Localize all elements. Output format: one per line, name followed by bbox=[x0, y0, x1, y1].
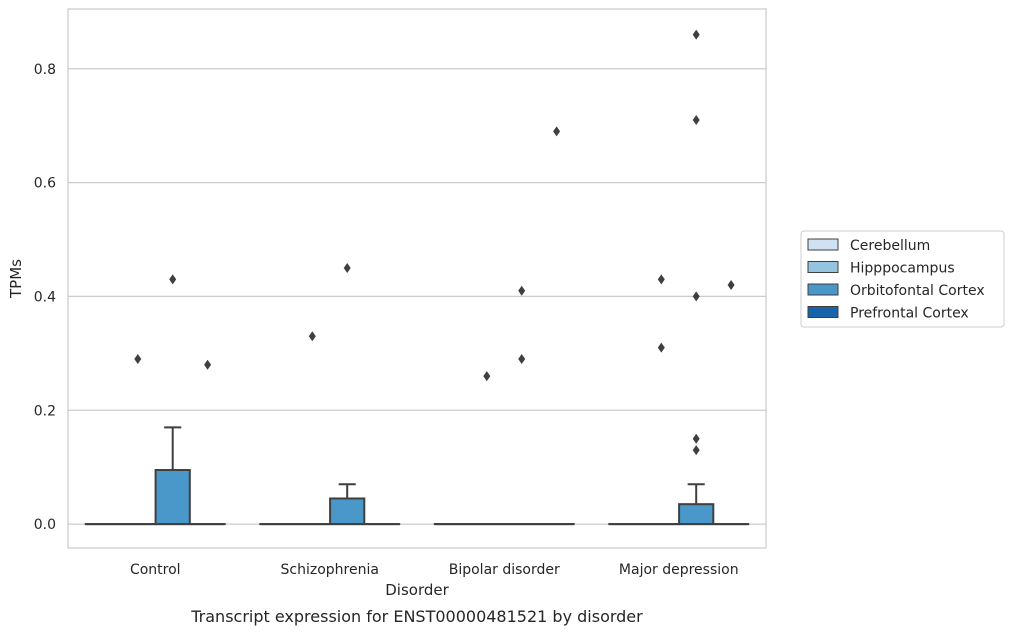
outlier-point bbox=[343, 262, 351, 273]
y-tick-labels: 0.0 0.2 0.4 0.6 0.8 bbox=[34, 62, 56, 533]
outlier-point bbox=[518, 285, 526, 296]
y-tick-label: 0.8 bbox=[34, 62, 56, 78]
box-groups bbox=[84, 29, 750, 526]
x-tick-label: Bipolar disorder bbox=[449, 562, 560, 578]
x-tick-label: Major depression bbox=[619, 562, 739, 578]
x-tick-label: Control bbox=[130, 562, 181, 578]
plot-area-frame bbox=[67, 8, 767, 549]
outlier-point bbox=[727, 280, 735, 291]
y-tick-label: 0.4 bbox=[34, 289, 56, 305]
box-hipppocampus bbox=[468, 371, 505, 526]
legend-swatch bbox=[807, 238, 839, 251]
outlier-point bbox=[553, 126, 561, 137]
box-body bbox=[154, 469, 191, 526]
outlier-point bbox=[308, 331, 316, 342]
outlier-point bbox=[692, 291, 700, 302]
box-prefrontal-cortex bbox=[538, 126, 575, 526]
x-tick-labels: Control Schizophrenia Bipolar disorder Majo… bbox=[130, 562, 739, 578]
legend: Cerebellum Hipppocampus Orbitofontal Corte… bbox=[800, 230, 1005, 328]
legend-label: Prefrontal Cortex bbox=[850, 306, 969, 322]
legend-entry: Orbitofontal Cortex bbox=[807, 283, 985, 299]
outlier-point bbox=[657, 274, 665, 285]
outlier-point bbox=[692, 445, 700, 456]
legend-swatch bbox=[807, 261, 839, 273]
x-axis-label: Disorder bbox=[385, 581, 449, 599]
box-orbitofontal-cortex bbox=[678, 29, 715, 526]
y-tick-label: 0.2 bbox=[34, 403, 56, 419]
box-orbitofontal-cortex bbox=[329, 262, 366, 526]
outlier-point bbox=[518, 354, 526, 365]
legend-entry: Hipppocampus bbox=[807, 261, 955, 277]
y-axis-label: TPMs bbox=[7, 259, 25, 299]
box-orbitofontal-cortex bbox=[154, 274, 191, 526]
outlier-point bbox=[692, 29, 700, 40]
outlier-point bbox=[692, 114, 700, 125]
box-body bbox=[678, 503, 715, 526]
legend-label: Orbitofontal Cortex bbox=[850, 283, 985, 299]
y-tick-label: 0.6 bbox=[34, 176, 56, 192]
box-body bbox=[329, 497, 366, 526]
box-prefrontal-cortex bbox=[189, 359, 226, 526]
outlier-point bbox=[169, 274, 177, 285]
y-tick-label: 0.0 bbox=[34, 517, 56, 533]
legend-entry: Prefrontal Cortex bbox=[807, 306, 969, 322]
chart-caption: Transcript expression for ENST0000048152… bbox=[190, 607, 643, 626]
legend-swatch bbox=[807, 306, 839, 318]
x-tick-label: Schizophrenia bbox=[281, 562, 379, 578]
legend-frame bbox=[800, 230, 1005, 328]
outlier-point bbox=[692, 433, 700, 444]
outlier-point bbox=[483, 371, 491, 382]
outlier-point bbox=[657, 342, 665, 353]
outlier-point bbox=[134, 354, 142, 365]
box-prefrontal-cortex bbox=[712, 280, 750, 526]
legend-entry: Cerebellum bbox=[807, 238, 930, 254]
box-hipppocampus bbox=[294, 331, 331, 526]
outlier-point bbox=[204, 359, 212, 370]
legend-label: Cerebellum bbox=[850, 238, 930, 254]
box-hipppocampus bbox=[643, 274, 680, 526]
box-hipppocampus bbox=[119, 354, 156, 526]
legend-label: Hipppocampus bbox=[850, 261, 955, 277]
legend-swatch bbox=[807, 283, 839, 296]
box-orbitofontal-cortex bbox=[503, 285, 540, 526]
